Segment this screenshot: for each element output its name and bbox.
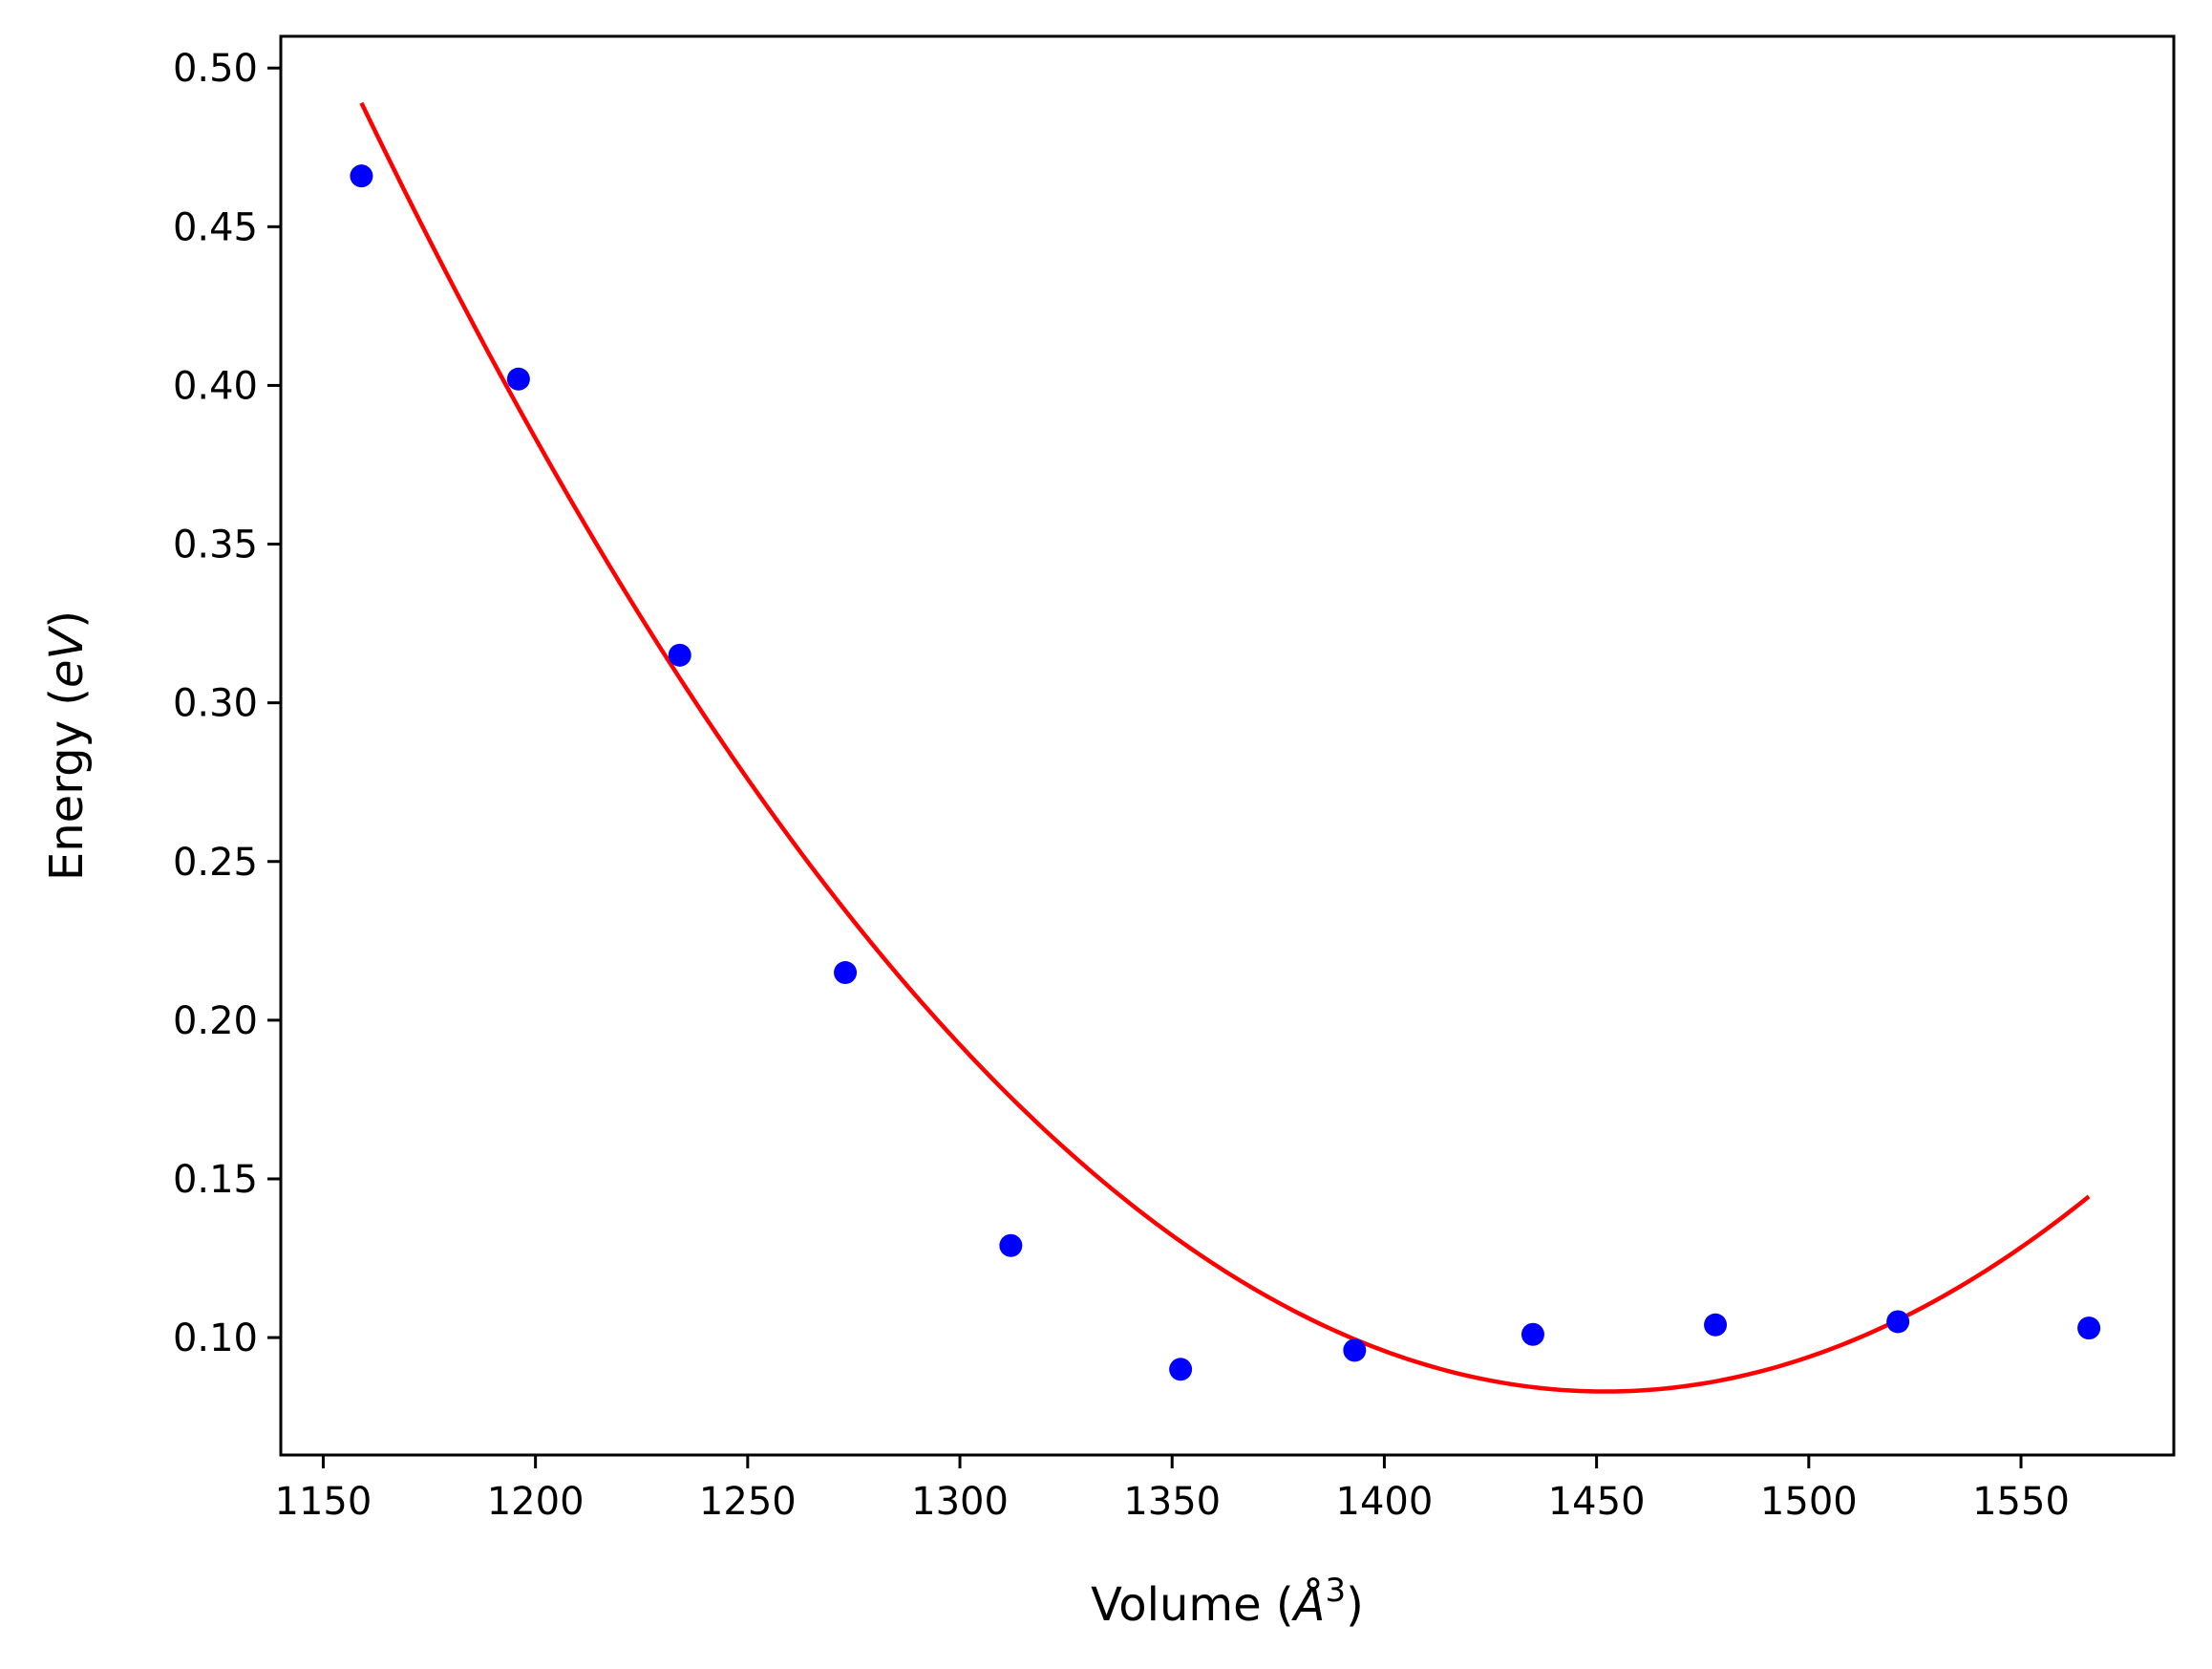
data-point [999,1233,1023,1257]
data-point [1343,1338,1367,1362]
fit-curve-layer [359,101,2091,1394]
x-tick-label: 1300 [911,1480,1009,1524]
x-axis-label-exponent: 3 [1325,1572,1346,1610]
y-axis-label-suffix: ) [40,610,94,629]
data-point [1169,1358,1193,1381]
x-tick-label: 1400 [1336,1480,1434,1524]
y-axis-label-unit: eV [40,626,94,689]
y-tick-label: 0.30 [173,682,258,726]
y-tick-label: 0.20 [173,999,258,1043]
x-axis-label-unit: Å [1291,1577,1326,1632]
y-axis-ticks: 0.10 0.15 0.20 0.25 0.30 0.35 0.40 0.45 0.50 [173,47,281,1360]
fit-curve [359,101,2091,1394]
y-tick-label: 0.15 [173,1158,258,1202]
data-point [834,961,858,985]
x-tick-label: 1250 [699,1480,797,1524]
x-tick-label: 1500 [1760,1480,1858,1524]
data-points-layer [350,164,2101,1381]
y-tick-label: 0.35 [173,524,258,567]
y-axis-label-prefix: Energy ( [40,688,94,881]
y-tick-label: 0.40 [173,364,258,408]
x-axis-ticks: 1150 1200 1250 1300 1350 1400 1450 1500 1550 [275,1455,2070,1524]
x-tick-label: 1550 [1972,1480,2070,1524]
x-axis-label: Volume (Å3) [1091,1572,1364,1632]
data-point [2077,1316,2101,1340]
data-point [1521,1322,1544,1346]
data-point [1704,1313,1728,1337]
x-tick-label: 1200 [487,1480,585,1524]
data-point [668,643,691,667]
data-point [350,164,373,188]
x-tick-label: 1450 [1548,1480,1646,1524]
y-axis-label: Energy (eV) [40,610,94,881]
y-tick-label: 0.10 [173,1316,258,1360]
x-tick-label: 1350 [1123,1480,1221,1524]
plot-frame [279,34,2176,1457]
y-tick-label: 0.50 [173,47,258,91]
x-axis-label-prefix: Volume ( [1091,1578,1294,1632]
y-tick-label: 0.45 [173,205,258,249]
x-axis-label-suffix: ) [1346,1578,1364,1632]
y-tick-label: 0.25 [173,841,258,885]
data-point [506,367,530,391]
x-tick-label: 1150 [275,1480,372,1524]
data-point [1886,1310,1910,1334]
